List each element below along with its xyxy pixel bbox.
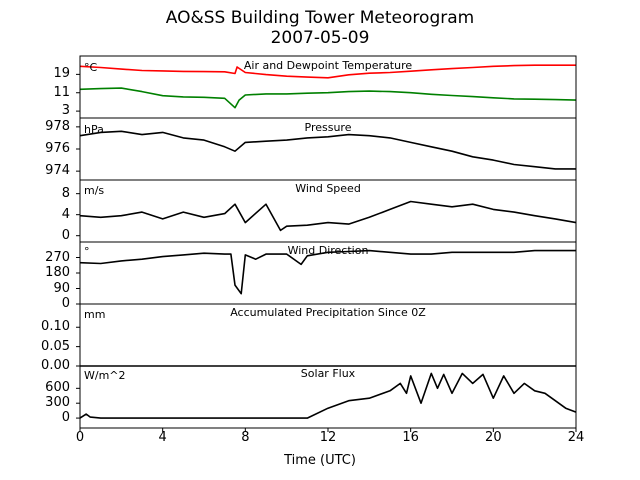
y-tick-label-temperature-2: 3 bbox=[61, 103, 70, 119]
chart-subtitle-date: 2007-05-09 bbox=[270, 28, 370, 48]
y-tick-label-solar-flux-1: 300 bbox=[45, 395, 70, 411]
chart-title: AO&SS Building Tower Meteorogram bbox=[165, 8, 475, 28]
y-tick-label-pressure-2: 974 bbox=[45, 163, 70, 179]
x-tick-label-4: 16 bbox=[402, 430, 419, 445]
x-tick-label-2: 8 bbox=[241, 430, 250, 445]
x-tick-label-5: 20 bbox=[485, 430, 502, 445]
series-line-wind-speed-0 bbox=[79, 200, 577, 232]
panel-unit-pressure: hPa bbox=[84, 123, 104, 136]
y-tick-label-wind-direction-2: 90 bbox=[53, 280, 70, 296]
series-line-solar-flux-0 bbox=[79, 372, 577, 419]
x-tick-label-6: 24 bbox=[567, 430, 585, 445]
x-tick-label-3: 12 bbox=[319, 430, 337, 445]
panel-title-wind-direction: Wind Direction bbox=[287, 244, 369, 257]
y-tick-label-temperature-1: 11 bbox=[53, 84, 70, 100]
panel-unit-wind-direction: ° bbox=[84, 245, 90, 258]
y-tick-label-wind-speed-0: 8 bbox=[61, 185, 70, 201]
panel-unit-temperature: °C bbox=[84, 61, 98, 74]
series-line-temperature-0 bbox=[79, 64, 576, 79]
y-tick-label-wind-direction-0: 270 bbox=[45, 249, 70, 265]
panel-title-solar-flux: Solar Flux bbox=[300, 367, 356, 380]
y-tick-label-solar-flux-2: 0 bbox=[61, 410, 70, 426]
y-tick-label-precipitation-2: 0.00 bbox=[41, 358, 70, 373]
y-tick-label-wind-direction-1: 180 bbox=[45, 265, 70, 280]
panel-unit-solar-flux: W/m^2 bbox=[84, 369, 126, 382]
y-tick-label-precipitation-0: 0.10 bbox=[41, 319, 70, 335]
y-tick-label-precipitation-1: 0.05 bbox=[41, 338, 70, 354]
y-tick-label-wind-direction-3: 0 bbox=[61, 296, 70, 311]
x-tick-label-0: 0 bbox=[75, 430, 85, 445]
series-line-temperature-1 bbox=[79, 87, 577, 109]
series-line-wind-direction-0 bbox=[79, 249, 576, 295]
series-line-pressure-0 bbox=[79, 130, 576, 170]
y-tick-label-wind-speed-1: 4 bbox=[61, 206, 70, 222]
y-tick-label-temperature-0: 19 bbox=[53, 66, 70, 82]
y-tick-label-solar-flux-0: 600 bbox=[45, 380, 70, 396]
panel-title-wind-speed: Wind Speed bbox=[295, 182, 361, 195]
panel-unit-wind-speed: m/s bbox=[84, 184, 105, 197]
y-tick-label-wind-speed-2: 0 bbox=[61, 227, 70, 243]
panel-title-precipitation: Accumulated Precipitation Since 0Z bbox=[230, 306, 426, 319]
y-tick-label-pressure-0: 978 bbox=[45, 118, 70, 134]
panel-title-temperature: Air and Dewpoint Temperature bbox=[243, 59, 413, 72]
panel-title-pressure: Pressure bbox=[304, 121, 352, 134]
x-tick-label-1: 4 bbox=[158, 430, 167, 445]
y-tick-label-pressure-1: 976 bbox=[45, 141, 70, 156]
panel-unit-precipitation: mm bbox=[84, 308, 106, 321]
x-axis-label: Time (UTC) bbox=[284, 453, 356, 468]
